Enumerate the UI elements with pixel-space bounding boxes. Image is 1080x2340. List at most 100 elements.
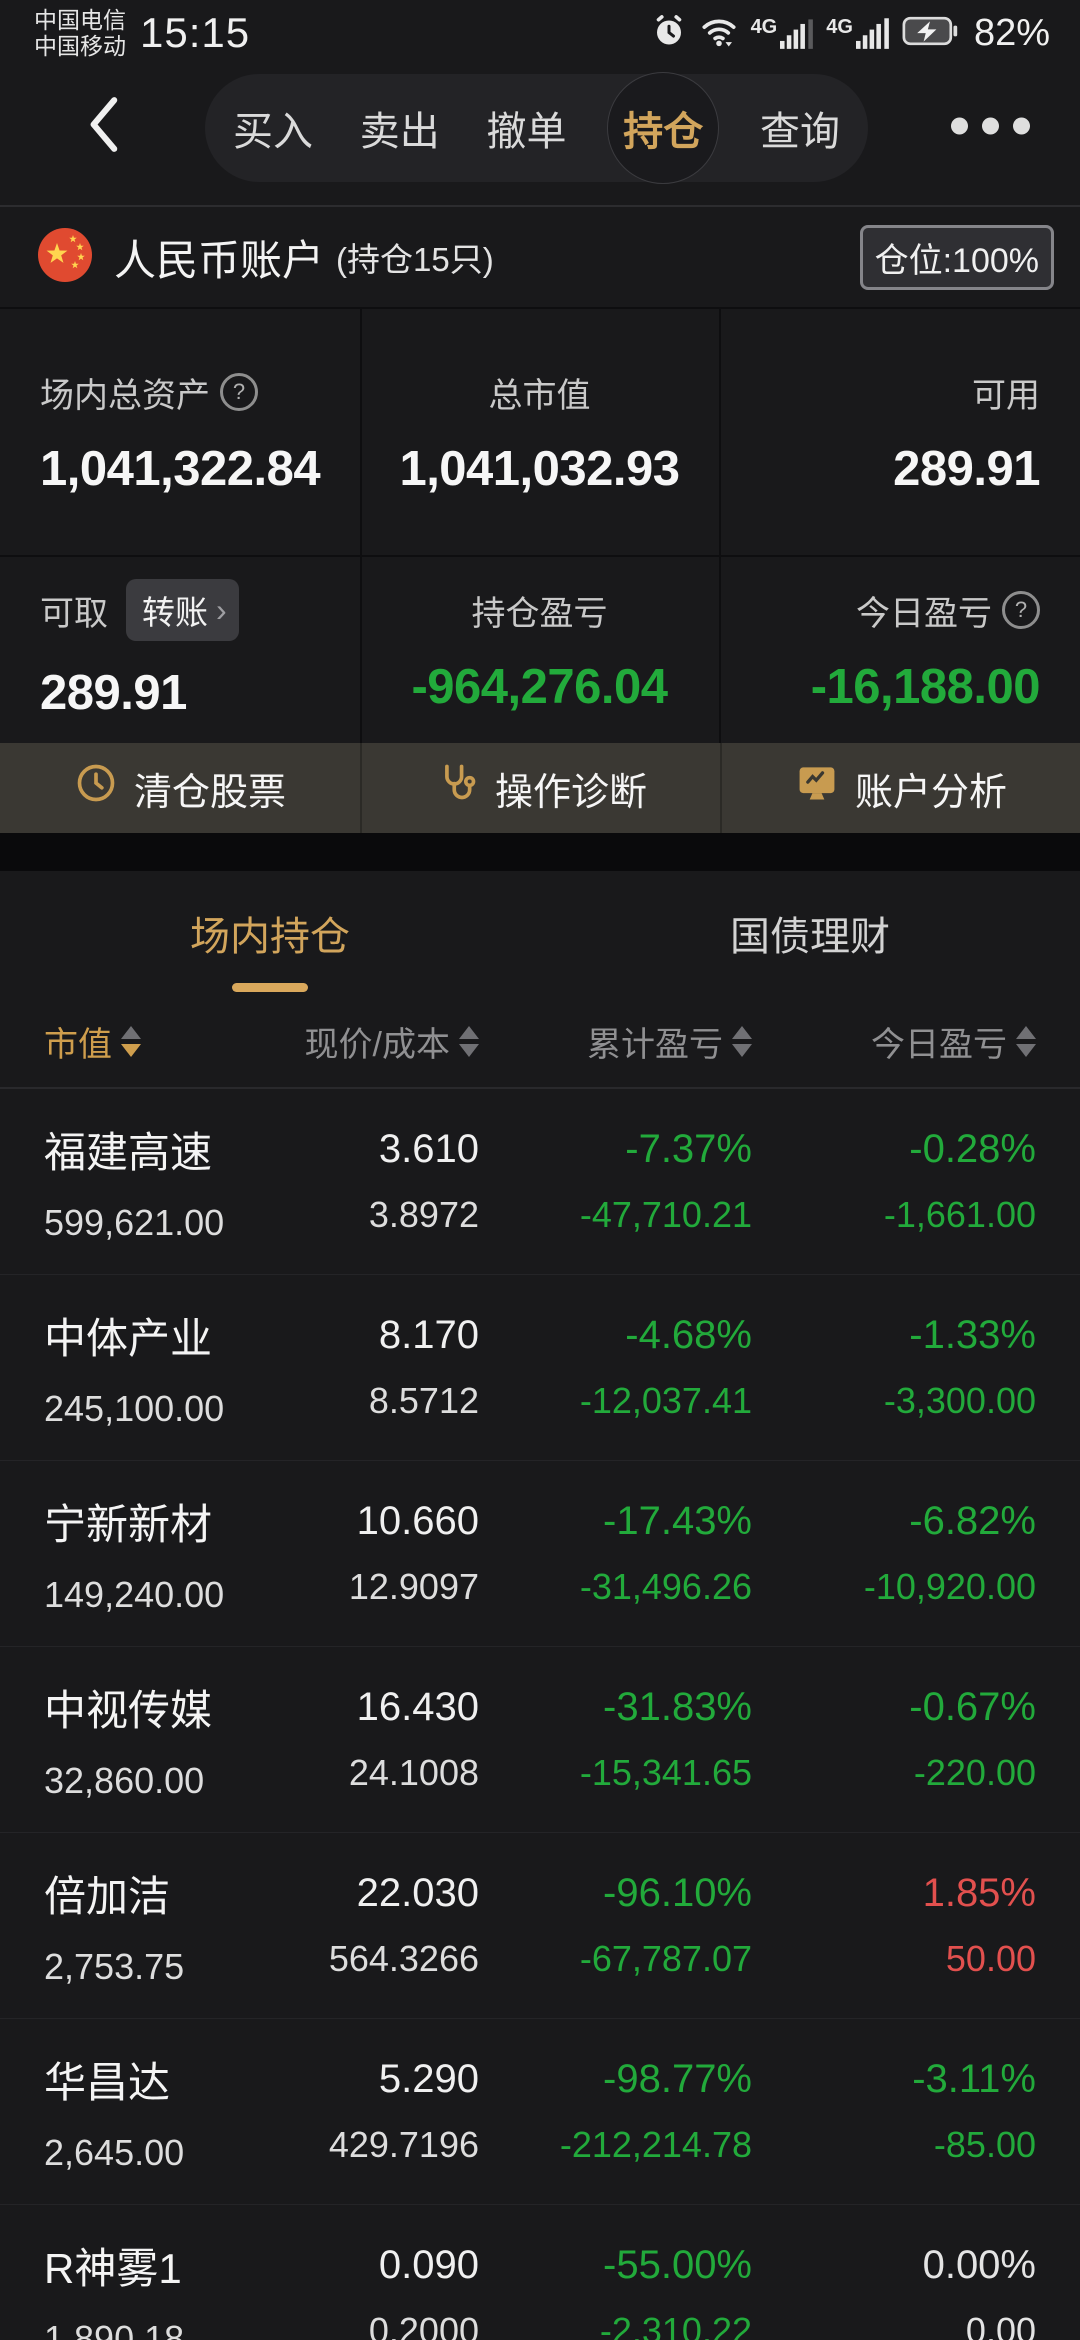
status-icons: 4G 4G (651, 12, 1050, 55)
diagnosis-button[interactable]: 操作诊断 (360, 743, 720, 833)
stock-name: R神雾1 (44, 2245, 182, 2292)
today-pnl-amount: -10,920.00 (863, 1566, 1036, 1607)
sort-arrows-icon (1016, 1025, 1036, 1057)
clock-icon (74, 761, 118, 815)
network-type-label: 4G (826, 16, 853, 38)
header-today-pnl[interactable]: 今日盈亏 (752, 995, 1036, 1087)
tab-sell[interactable]: 卖出 (354, 99, 446, 157)
today-pnl-cell: -3.11% -85.00 (752, 2019, 1036, 2204)
stock-name: 宁新新材 (44, 1501, 213, 1548)
holdings-tab-bar: 场内持仓 国债理财 (0, 871, 1080, 995)
header-cumulative-pnl[interactable]: 累计盈亏 (479, 995, 752, 1087)
clear-positions-button[interactable]: 清仓股票 (0, 743, 360, 833)
today-pnl-amount: 0.00 (965, 2310, 1036, 2340)
position-pnl-cell: 持仓盈亏 -964,276.04 (360, 557, 719, 743)
sort-arrows-icon (732, 1025, 752, 1057)
quick-actions-bar: 清仓股票 操作诊断 账户分析 (0, 743, 1080, 833)
table-row[interactable]: 华昌达 2,645.00 5.290 429.7196 -98.77% -212… (0, 2019, 1080, 2205)
table-row[interactable]: 福建高速 599,621.00 3.610 3.8972 -7.37% -47,… (0, 1089, 1080, 1275)
today-pnl-pct: -3.11% (912, 2057, 1036, 2101)
transfer-label: 转账 (142, 594, 208, 631)
stock-name: 华昌达 (44, 2059, 171, 2106)
cost: 8.5712 (368, 1380, 479, 1421)
stethoscope-icon (435, 761, 479, 815)
today-pnl-cell: -0.28% -1,661.00 (752, 1089, 1036, 1274)
tab-holdings[interactable]: 持仓 (607, 72, 720, 184)
price: 8.170 (378, 1313, 479, 1357)
cumulative-pnl-cell: -4.68% -12,037.41 (479, 1275, 752, 1460)
total-assets-value: 1,041,322.84 (40, 441, 321, 496)
stock-market-value: 599,621.00 (44, 1202, 225, 1243)
today-pnl-pct: -6.82% (909, 1499, 1036, 1543)
cost: 564.3266 (328, 1938, 479, 1979)
stock-market-value: 2,645.00 (44, 2132, 185, 2173)
cumulative-pnl-cell: -31.83% -15,341.65 (479, 1647, 752, 1832)
today-pnl-pct: -1.33% (909, 1313, 1036, 1357)
account-analysis-button[interactable]: 账户分析 (720, 743, 1080, 833)
price-cost-cell: 16.430 24.1008 (279, 1647, 479, 1832)
available-label: 可用 (972, 376, 1040, 415)
today-pnl-pct: -0.67% (909, 1685, 1036, 1729)
cumulative-pnl-amount: -12,037.41 (579, 1380, 752, 1421)
available-value: 289.91 (893, 441, 1040, 496)
withdrawable-value: 289.91 (40, 666, 187, 720)
stock-cell: 中视传媒 32,860.00 (44, 1647, 279, 1832)
position-ratio-badge: 仓位:100% (859, 224, 1054, 290)
stock-cell: 倍加洁 2,753.75 (44, 1833, 279, 2018)
cumulative-pnl-cell: -7.37% -47,710.21 (479, 1089, 752, 1274)
ellipsis-icon (951, 117, 968, 135)
price: 22.030 (356, 1871, 479, 1915)
label-text: 可取 (40, 594, 108, 633)
signal-bars-icon: 4G (751, 17, 815, 49)
header-price-cost[interactable]: 现价/成本 (279, 995, 479, 1087)
battery-charging-icon (902, 15, 958, 52)
market-value-cell: 总市值 1,041,032.93 (360, 309, 719, 555)
tab-treasury-wealth[interactable]: 国债理财 (540, 871, 1080, 995)
tab-buy[interactable]: 买入 (227, 99, 319, 157)
table-row[interactable]: R神雾1 1,890.18 0.090 0.2000 -55.00% -2,31… (0, 2205, 1080, 2340)
cumulative-pnl-amount: -47,710.21 (579, 1194, 752, 1235)
account-title: 人民币账户 (114, 236, 325, 284)
help-icon[interactable]: ? (220, 373, 258, 411)
price-cost-cell: 8.170 8.5712 (279, 1275, 479, 1460)
total-assets-label: 场内总资产 ? (40, 368, 258, 417)
tab-exchange-holdings[interactable]: 场内持仓 (0, 871, 540, 995)
table-row[interactable]: 中视传媒 32,860.00 16.430 24.1008 -31.83% -1… (0, 1647, 1080, 1833)
holdings-table-header: 市值 现价/成本 累计盈亏 今日盈亏 (0, 995, 1080, 1089)
tab-query[interactable]: 查询 (754, 99, 846, 157)
price: 10.660 (356, 1499, 479, 1543)
price-cost-cell: 22.030 564.3266 (279, 1833, 479, 2018)
table-row[interactable]: 倍加洁 2,753.75 22.030 564.3266 -96.10% -67… (0, 1833, 1080, 2019)
transfer-button[interactable]: 转账 › (126, 579, 239, 641)
table-row[interactable]: 中体产业 245,100.00 8.170 8.5712 -4.68% -12,… (0, 1275, 1080, 1461)
cost: 0.2000 (368, 2310, 479, 2340)
today-pnl-pct: -0.28% (909, 1127, 1036, 1171)
signal-bars-icon: 4G (826, 17, 890, 49)
more-menu-button[interactable] (945, 112, 1036, 141)
stock-market-value: 245,100.00 (44, 1388, 225, 1429)
status-time: 15:15 (140, 9, 251, 56)
total-assets-cell: 场内总资产 ? 1,041,322.84 (0, 309, 360, 555)
carrier-labels: 中国电信 中国移动 (34, 7, 126, 59)
trade-tab-bar: 买入 卖出 撤单 持仓 查询 (205, 72, 868, 184)
market-value-label: 总市值 (488, 376, 591, 415)
tab-cancel-order[interactable]: 撤单 (481, 99, 573, 157)
cumulative-pnl-pct: -96.10% (603, 1871, 752, 1915)
header-market-value[interactable]: 市值 (44, 995, 279, 1087)
today-pnl-pct: 1.85% (922, 1871, 1036, 1915)
china-flag-icon (38, 227, 92, 287)
divider (0, 205, 1080, 207)
back-button[interactable] (84, 95, 122, 158)
position-pnl-value: -964,276.04 (411, 659, 668, 714)
wifi-icon (699, 14, 739, 53)
section-gap (0, 833, 1080, 871)
stock-cell: R神雾1 1,890.18 (44, 2205, 279, 2340)
table-row[interactable]: 宁新新材 149,240.00 10.660 12.9097 -17.43% -… (0, 1461, 1080, 1647)
help-icon[interactable]: ? (1002, 591, 1040, 629)
position-pnl-label: 持仓盈亏 (471, 594, 608, 633)
cumulative-pnl-cell: -98.77% -212,214.78 (479, 2019, 752, 2204)
label-text: 今日盈亏 (856, 594, 992, 633)
status-bar: 中国电信 中国移动 15:15 (0, 0, 1080, 62)
label-text: 场内总资产 (40, 376, 210, 415)
chevron-left-icon (84, 97, 122, 158)
